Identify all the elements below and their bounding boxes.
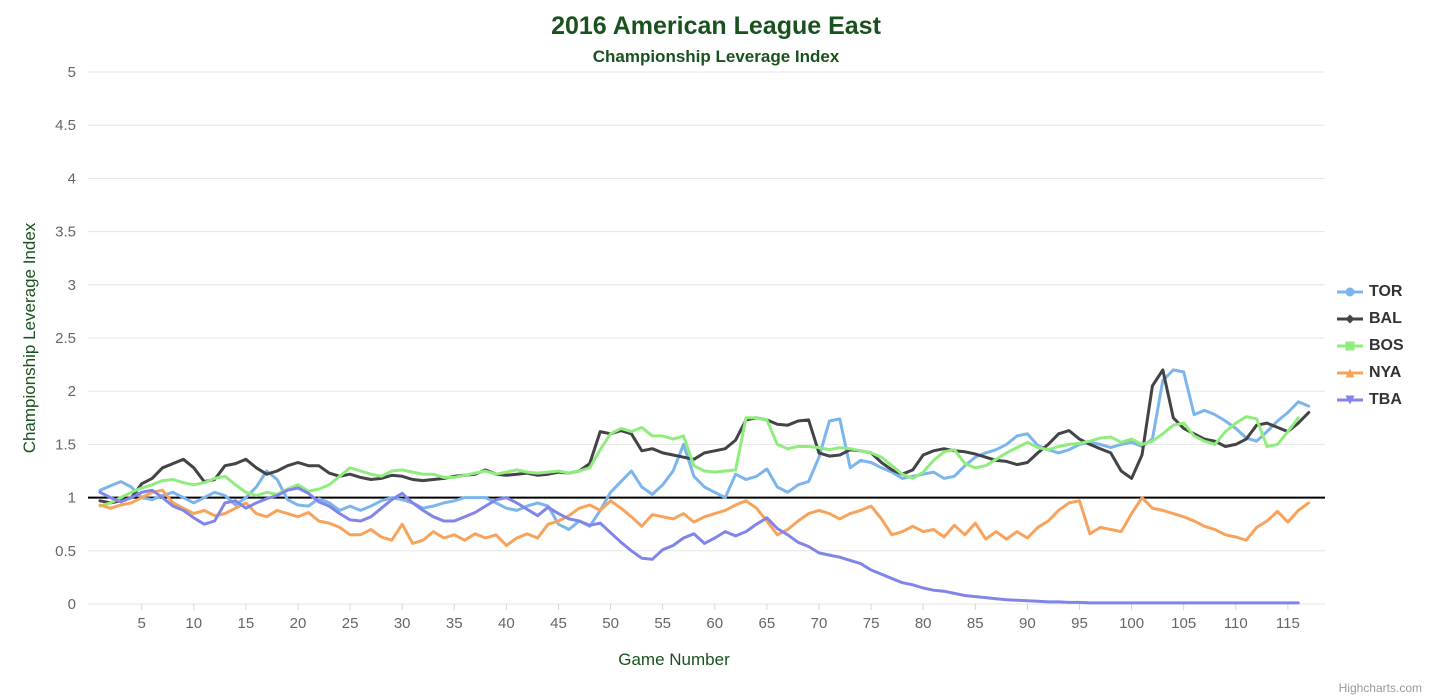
x-tick-label: 90 [1019,615,1036,632]
x-tick-label: 40 [498,615,515,632]
x-tick-label: 45 [550,615,567,632]
x-tick-label: 95 [1071,615,1088,632]
x-tick-label: 30 [394,615,411,632]
nya-line-marker-icon [1337,366,1363,380]
legend-label-nya: NYA [1369,363,1402,381]
x-tick-label: 20 [290,615,307,632]
bal-line-marker-icon [1337,312,1363,326]
y-tick-label: 1 [68,490,76,507]
x-tick-label: 115 [1276,615,1300,632]
x-tick-label: 65 [759,615,776,632]
x-tick-label: 60 [706,615,723,632]
legend-label-tor: TOR [1369,282,1403,300]
x-tick-label: 35 [446,615,463,632]
x-tick-label: 100 [1119,615,1144,632]
series-line-TOR [98,368,1311,531]
series-line-BOS [98,415,1300,508]
legend-item-tba[interactable]: TBA [1337,386,1404,413]
legend-item-bal[interactable]: BAL [1337,305,1404,332]
bos-line-marker-icon [1337,339,1363,353]
y-tick-label: 4.5 [55,117,76,134]
x-tick-label: 10 [185,615,202,632]
x-axis-title: Game Number [618,650,730,669]
series-line-NYA [98,488,1311,547]
x-tick-label: 110 [1224,615,1248,632]
legend-label-bos: BOS [1369,336,1404,354]
legend-item-bos[interactable]: BOS [1337,332,1404,359]
x-tick-label: 80 [915,615,932,632]
y-tick-label: 2.5 [55,330,76,347]
x-tick-label: 55 [654,615,671,632]
y-tick-label: 5 [68,64,76,81]
y-tick-label: 3 [68,277,76,294]
y-tick-label: 3.5 [55,224,76,241]
x-tick-label: 50 [602,615,619,632]
legend-label-bal: BAL [1369,309,1402,327]
y-axis-title: Championship Leverage Index [20,222,39,454]
x-tick-label: 70 [811,615,828,632]
legend-item-tor[interactable]: TOR [1337,278,1404,305]
x-tick-label: 105 [1171,615,1196,632]
legend: TOR BAL BOS NYA TBA [1337,278,1404,413]
x-tick-label: 25 [342,615,359,632]
legend-label-tba: TBA [1369,390,1402,408]
highcharts-credit[interactable]: Highcharts.com [1338,681,1422,695]
chart-subtitle: Championship Leverage Index [592,47,840,66]
legend-item-nya[interactable]: NYA [1337,359,1404,386]
y-tick-label: 1.5 [55,436,76,453]
x-tick-label: 75 [863,615,880,632]
series-line-TBA [98,486,1300,605]
y-tick-label: 0.5 [55,543,76,560]
series-line-BAL [98,368,1311,505]
y-tick-label: 0 [68,596,76,613]
y-tick-label: 4 [68,170,76,187]
chart-title: 2016 American League East [551,12,881,40]
tor-line-marker-icon [1337,285,1363,299]
x-tick-label: 15 [238,615,255,632]
y-tick-label: 2 [68,383,76,400]
tba-line-marker-icon [1337,393,1363,407]
x-tick-label: 85 [967,615,984,632]
x-tick-label: 5 [138,615,146,632]
